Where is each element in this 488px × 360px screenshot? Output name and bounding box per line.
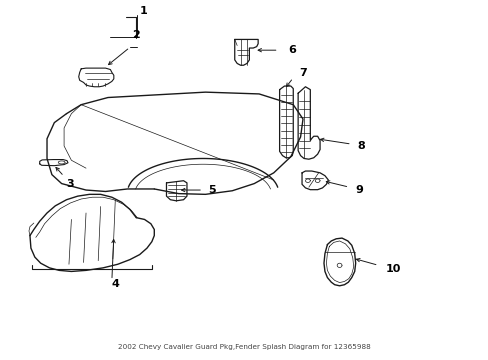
Text: 4: 4 (112, 279, 120, 289)
Text: 3: 3 (66, 179, 74, 189)
Text: 8: 8 (357, 141, 365, 151)
Text: 9: 9 (355, 185, 363, 195)
Text: 5: 5 (207, 185, 215, 195)
Text: 10: 10 (385, 264, 401, 274)
Text: 2: 2 (132, 30, 140, 40)
Text: 7: 7 (299, 68, 306, 78)
Text: 2002 Chevy Cavalier Guard Pkg,Fender Splash Diagram for 12365988: 2002 Chevy Cavalier Guard Pkg,Fender Spl… (118, 345, 370, 350)
Text: 6: 6 (288, 45, 296, 55)
Text: 1: 1 (140, 6, 147, 17)
